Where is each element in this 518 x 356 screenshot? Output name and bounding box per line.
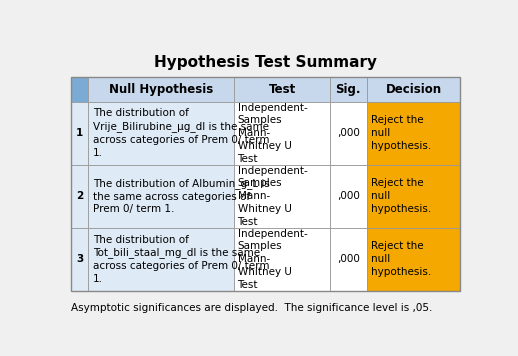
Text: Sig.: Sig. (336, 83, 361, 96)
Bar (88, 101, 234, 164)
Bar (367, 228, 460, 291)
Bar (330, 228, 367, 291)
Bar (71, 164, 88, 228)
Text: The distribution of
Tot_bili_staal_mg_dl is the same
across categories of Prem 0: The distribution of Tot_bili_staal_mg_dl… (93, 235, 269, 284)
Text: 3: 3 (76, 254, 83, 264)
Text: 1: 1 (76, 128, 83, 138)
Text: 2: 2 (76, 191, 83, 201)
Text: Hypothesis Test Summary: Hypothesis Test Summary (154, 55, 377, 70)
Text: Reject the
null
hypothesis.: Reject the null hypothesis. (371, 241, 431, 277)
Text: ,000: ,000 (337, 254, 359, 264)
Bar (88, 77, 234, 101)
Bar (71, 228, 88, 291)
Text: Decision: Decision (385, 83, 441, 96)
Text: The distribution of
Vrije_Bilirubine_μg_dl is the same
across categories of Prem: The distribution of Vrije_Bilirubine_μg_… (93, 109, 269, 158)
Bar (367, 164, 460, 228)
Text: Null Hypothesis: Null Hypothesis (109, 83, 213, 96)
Bar (234, 77, 330, 101)
Bar (367, 101, 460, 164)
Bar (234, 164, 330, 228)
Bar (88, 228, 234, 291)
Bar (88, 164, 234, 228)
Bar (330, 77, 367, 101)
Text: Reject the
null
hypothesis.: Reject the null hypothesis. (371, 115, 431, 151)
Text: Test: Test (268, 83, 296, 96)
Text: Independent-
Samples
Mann-
Whitney U
Test: Independent- Samples Mann- Whitney U Tes… (238, 103, 307, 164)
Text: Reject the
null
hypothesis.: Reject the null hypothesis. (371, 178, 431, 214)
Bar (71, 77, 460, 291)
Text: Independent-
Samples
Mann-
Whitney U
Test: Independent- Samples Mann- Whitney U Tes… (238, 166, 307, 227)
Bar (71, 101, 88, 164)
Bar (330, 164, 367, 228)
Text: The distribution of Albumin_g_L is
the same across categories of
Prem 0/ term 1.: The distribution of Albumin_g_L is the s… (93, 178, 270, 214)
Bar (234, 228, 330, 291)
Bar (234, 101, 330, 164)
Text: ,000: ,000 (337, 191, 359, 201)
Text: Asymptotic significances are displayed.  The significance level is ,05.: Asymptotic significances are displayed. … (71, 303, 432, 313)
Text: Independent-
Samples
Mann-
Whitney U
Test: Independent- Samples Mann- Whitney U Tes… (238, 229, 307, 290)
Bar (330, 101, 367, 164)
Bar (71, 77, 88, 101)
Bar (367, 77, 460, 101)
Text: ,000: ,000 (337, 128, 359, 138)
